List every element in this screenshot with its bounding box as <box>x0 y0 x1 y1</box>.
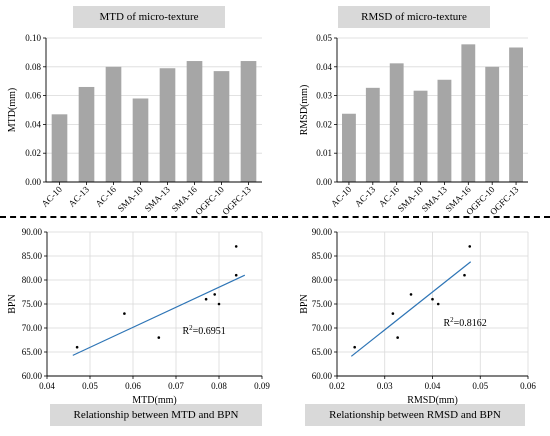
bar <box>413 90 428 182</box>
y-tick-label: 0.03 <box>316 91 332 101</box>
bar <box>509 47 523 183</box>
x-tick-label: 0.05 <box>472 381 488 391</box>
trendline <box>350 261 472 357</box>
trendline <box>72 274 246 356</box>
x-tick-label: 0.04 <box>39 381 55 391</box>
y-tick-label: 0.08 <box>25 62 41 72</box>
y-tick-label: 80.00 <box>312 275 333 285</box>
x-axis-label: RMSD(mm) <box>407 395 458 406</box>
data-point <box>396 336 399 339</box>
data-point <box>213 293 216 296</box>
x-tick-label: 0.04 <box>425 381 441 391</box>
x-tick-label: 0.05 <box>82 381 98 391</box>
y-tick-label: 0.01 <box>316 148 332 158</box>
y-tick-label: 85.00 <box>312 251 333 261</box>
bar <box>51 114 68 182</box>
bar <box>365 87 380 182</box>
caption-rmsd-bar: RMSD of micro-texture <box>338 6 490 28</box>
bar <box>159 68 176 182</box>
bar <box>78 86 95 182</box>
y-tick-label: 70.00 <box>22 323 43 333</box>
caption-mtd-bar: MTD of micro-texture <box>73 6 225 28</box>
y-tick-label: 75.00 <box>312 299 333 309</box>
y-tick-label: 0.06 <box>25 91 41 101</box>
y-tick-label: 70.00 <box>312 323 333 333</box>
y-tick-label: 65.00 <box>22 347 43 357</box>
mtd-bpn-scatter-chart: 60.00 65.00 70.00 75.00 80.00 85.00 90.00 0.04 0… <box>7 227 270 406</box>
x-axis-label: MTD(mm) <box>132 395 176 406</box>
y-tick-label: 0.00 <box>25 177 41 187</box>
x-tick-label: 0.06 <box>125 381 141 391</box>
dashed-divider <box>0 216 550 218</box>
y-tick-label: 90.00 <box>312 227 333 237</box>
x-tick-label: 0.09 <box>254 381 270 391</box>
bar <box>132 98 149 182</box>
x-tick-label: 0.02 <box>329 381 345 391</box>
y-axis-label: MTD(mm) <box>7 88 18 132</box>
data-point <box>157 336 161 339</box>
r-squared-annotation: R2=0.8162 <box>443 316 486 329</box>
y-tick-label: 65.00 <box>312 347 333 357</box>
x-tick-label: 0.07 <box>168 381 184 391</box>
bar <box>213 71 230 182</box>
data-point <box>431 297 434 301</box>
bar <box>105 66 122 182</box>
bar <box>389 63 404 182</box>
r-squared-annotation: R2=0.6951 <box>182 324 225 337</box>
data-point <box>204 297 208 301</box>
data-point <box>123 312 126 315</box>
data-point <box>353 345 356 349</box>
caption-rmsd-bpn: Relationship between RMSD and BPN <box>305 404 525 426</box>
data-point <box>234 245 238 248</box>
bar <box>240 61 257 182</box>
bar <box>461 44 476 182</box>
y-axis-label: RMSD(mm) <box>299 85 310 136</box>
bar <box>437 79 452 182</box>
y-tick-label: 0.02 <box>316 119 332 129</box>
y-tick-label: 0.04 <box>316 62 332 72</box>
x-tick-label: 0.08 <box>211 381 227 391</box>
y-tick-label: 0.05 <box>316 33 332 43</box>
y-tick-label: 75.00 <box>22 299 43 309</box>
caption-mtd-bpn: Relationship between MTD and BPN <box>50 404 262 426</box>
data-point <box>234 273 238 277</box>
y-axis-label: BPN <box>7 294 18 313</box>
y-tick-label: 0.00 <box>316 177 332 187</box>
y-tick-label: 0.02 <box>25 148 41 158</box>
y-axis-label: BPN <box>299 294 310 313</box>
y-tick-label: 0.10 <box>25 33 41 43</box>
data-point <box>409 293 413 296</box>
data-point <box>436 302 440 306</box>
x-tick-label: 0.03 <box>377 381 393 391</box>
y-tick-label: 90.00 <box>22 227 43 237</box>
data-point <box>463 273 466 277</box>
data-point <box>468 245 472 248</box>
y-tick-label: 80.00 <box>22 275 43 285</box>
bar <box>485 66 500 182</box>
data-point <box>75 345 79 349</box>
y-tick-label: 60.00 <box>22 371 43 381</box>
y-tick-label: 60.00 <box>312 371 333 381</box>
y-tick-label: 85.00 <box>22 251 43 261</box>
bar <box>342 113 356 182</box>
y-tick-label: 0.04 <box>25 119 41 129</box>
data-point <box>391 312 395 315</box>
data-point <box>217 302 221 306</box>
x-tick-label: 0.06 <box>520 381 536 391</box>
bar <box>186 61 203 182</box>
